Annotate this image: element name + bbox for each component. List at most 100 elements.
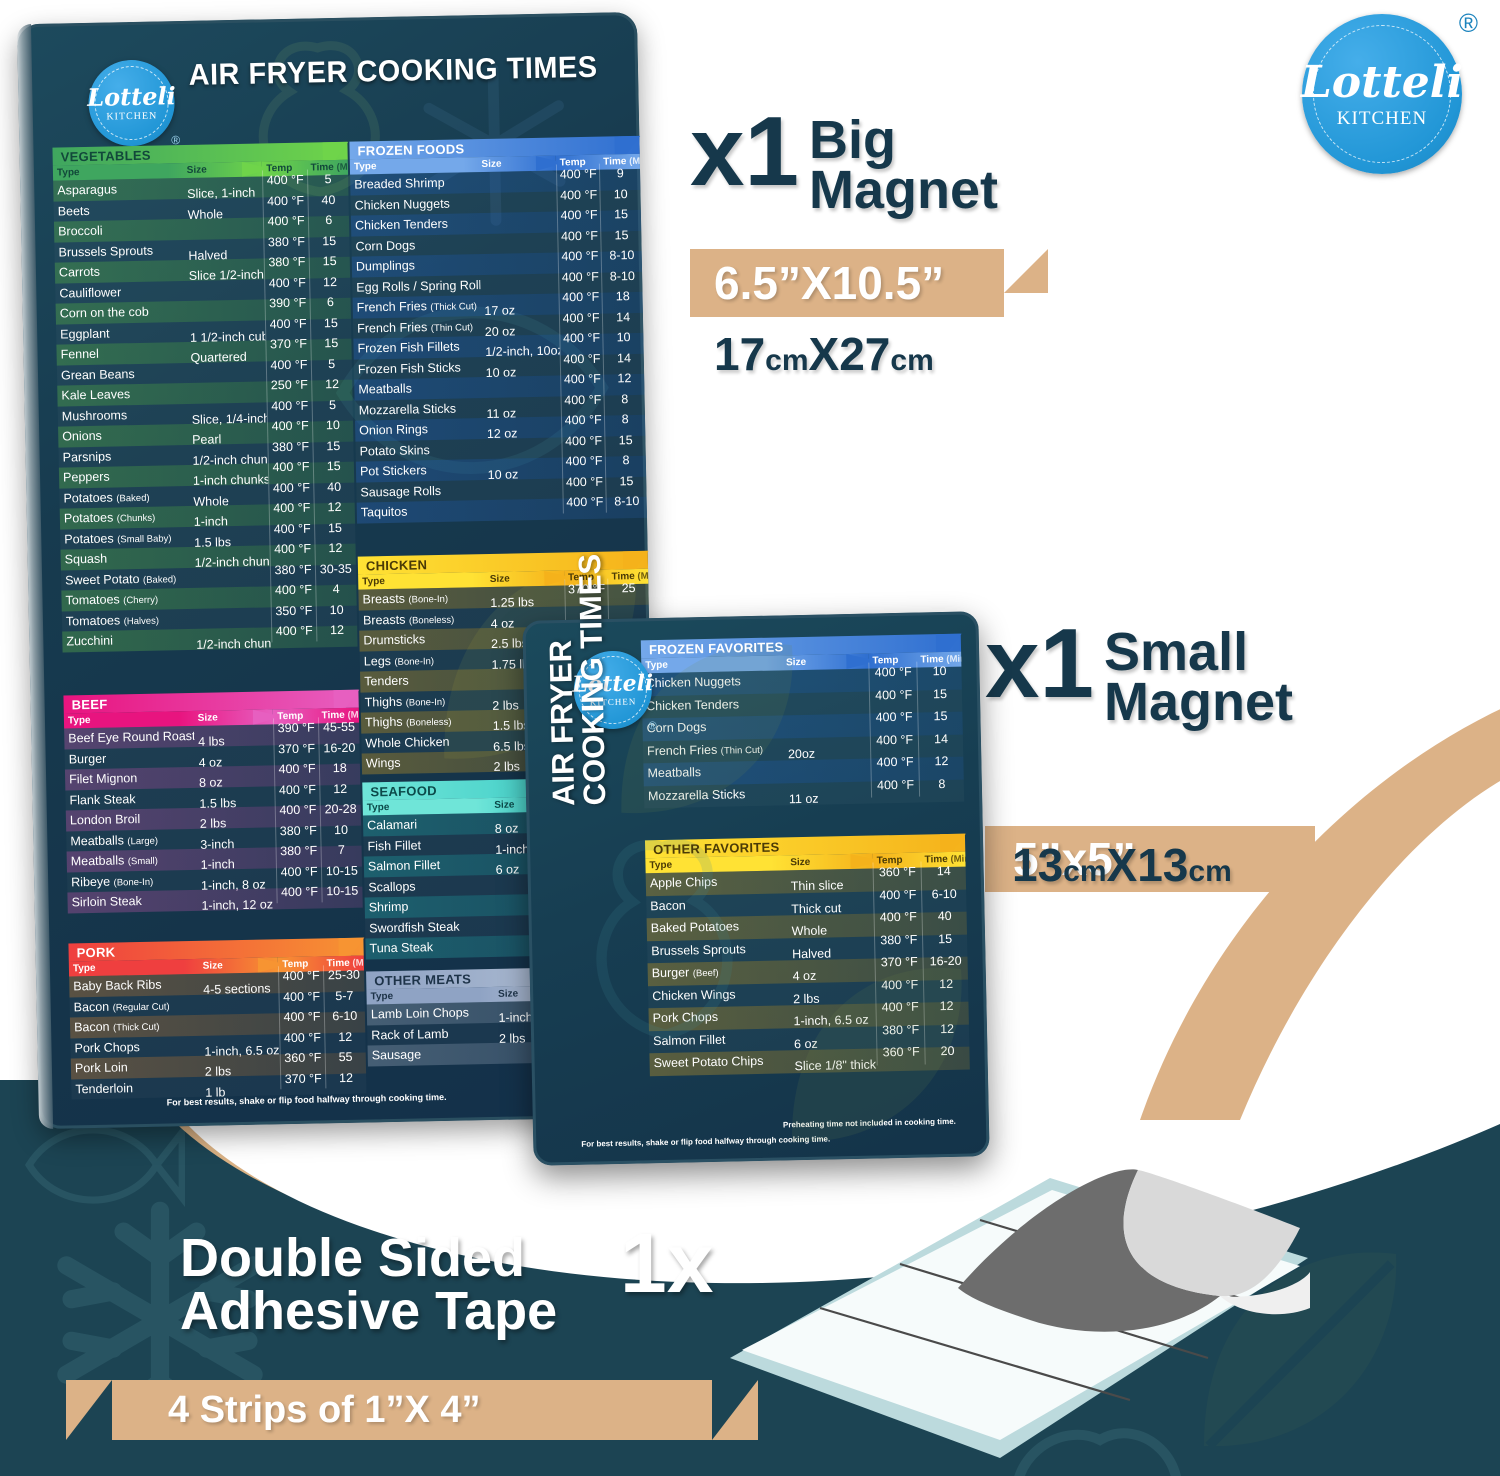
table-header-row: Type Size Temp Time (Mins) [63,707,360,729]
cell-temp: 400 °F [266,395,312,417]
column-header-time: Time (Mins) [924,853,966,866]
cell-temp: 400 °F [557,245,602,268]
cell-time: 12 [314,537,356,559]
small-magnet-metric-b-unit: cm [1188,855,1232,888]
cell-time: 10 [599,183,641,205]
small-magnet-size-inches: 5”x5” [1013,833,1136,885]
cell-type: Filet Mignon [68,771,138,787]
section-header: CHICKEN [357,550,649,575]
table-header-row: Type Size Temp Time (Mins) [68,955,365,977]
cell-temp: 400 °F [268,497,314,519]
cell-type: Potatoes (Chunks) [63,510,156,526]
cell-type: Bacon (Regular Cut) [73,999,170,1014]
cell-type: Wings [365,755,401,771]
column-header-temp: Temp [277,710,304,723]
cell-temp: 400 °F [873,906,923,931]
cell-time: 12 [308,271,351,293]
cell-time: 15 [307,230,350,252]
cell-type: Beef Eye Round Roast [68,728,195,746]
cell-type: Zucchini [66,633,114,649]
cell-time: 16-20 [318,737,360,759]
big-magnet-card[interactable]: Lotteli KITCHEN ® AIR FRYER COOKING TIME… [16,11,660,1130]
cell-temp: 400 °F [873,884,922,908]
small-magnet-card[interactable]: Lotteli KITCHEN ® AIR FRYER COOKING TIME… [522,554,990,1166]
section-header-label: OTHER MEATS [374,971,472,989]
cell-type: Corn on the cob [59,304,149,321]
cell-type: Eggplant [60,326,110,342]
cell-type: Fish Fillet [367,837,422,853]
leaf-decor-icon [1204,1252,1397,1450]
cell-time: 8-10 [601,265,643,287]
cell-type: Thighs (Boneless) [364,714,452,730]
column-header-type: Type [67,714,91,727]
cell-time: 12 [310,373,353,396]
table-chicken: CHICKEN Type Size Temp Time (Mins) Breasts (B… [357,550,653,775]
cell-temp: 400 °F [557,225,601,247]
column-header-size: Size [197,712,218,724]
column-header-size: Size [790,856,811,869]
cell-time: 10 [315,599,357,621]
cell-type: Calamari [366,817,418,833]
cell-type: Potatoes (Baked) [63,489,150,505]
table-header-row: Type Size Temp Time (Mins) [349,153,640,175]
section-header-label: PORK [76,944,116,961]
cell-time: 40 [307,189,349,211]
cell-type: Ribeye (Bone-In) [71,874,154,889]
cell-time: 15 [604,429,646,451]
cell-type: Asparagus [57,182,118,198]
cell-size: 1/2-inch chunks [196,636,273,652]
cell-type: Baby Back Ribs [73,977,162,994]
cell-type: Peppers [62,469,110,485]
cell-time: 10 [311,414,354,436]
adhesive-tape-illustration [730,1169,1310,1458]
cell-type: Sweet Potato (Baked) [64,571,177,587]
cell-type: Scallops [368,879,416,894]
cell-time: 7 [320,839,362,861]
section-header-label: VEGETABLES [60,147,151,165]
cell-type: Corn Dogs [355,237,416,254]
cell-time: 15 [309,312,352,334]
cell-temp: 400 °F [556,184,601,206]
section-header: PORK [68,937,365,962]
big-magnet-label-line1: Big [809,110,897,170]
cell-temp: 380 °F [263,231,309,253]
table-header-row: Type Size Temp Time (Mins) [641,651,962,674]
cell-time: 20-28 [319,798,361,820]
cell-temp: 380 °F [275,819,321,842]
cell-temp: 400 °F [264,272,310,294]
table-body: Beef Eye Round Roast 4 lbs 390 °F 45-55 Burg… [64,716,363,913]
cell-type: Egg Rolls / Spring Rolls [356,277,481,295]
column-header-type: Type [56,167,80,179]
section-header-label: SEAFOOD [370,783,437,800]
small-magnet-size-ribbon: 5”x5” [985,826,1359,892]
table-other-favorites: OTHER FAVORITES Type Size Temp Time (Mins) Ap… [644,833,970,1076]
big-magnet-callout: x1 Big Magnet [690,102,999,220]
onion-decor-icon [596,839,733,1040]
cell-type: Tomatoes (Cherry) [65,592,159,608]
cell-temp: 400 °F [560,409,605,431]
magnet-logo-script: Lotteli [86,80,176,112]
big-magnet-label-line2: Magnet [809,159,999,220]
cell-type: Sirloin Steak [71,894,142,910]
table-body: Asparagus Slice, 1-inch 400 °F 5 Beets Whole 4… [53,168,358,653]
cell-temp: 400 °F [561,471,606,493]
tape-count: 1x [620,1216,714,1310]
cell-temp: 400 °F [556,204,601,227]
cell-time: 55 [324,1046,366,1068]
column-header-size: Size [186,164,207,176]
cell-temp: 400 °F [269,517,315,540]
column-header-size: Size [785,656,807,669]
cell-type: Onion Rings [359,422,429,438]
small-magnet-metric-b: 13 [1137,839,1189,891]
cell-temp: 400 °F [274,778,320,801]
cell-type: Tenders [364,673,409,689]
section-header: VEGETABLES [52,141,349,166]
cell-type: Flank Steak [69,791,136,807]
section-header: OTHER FAVORITES [644,833,966,859]
onion-decor-icon [258,41,380,197]
cell-temp: 400 °F [267,415,312,437]
cell-type: Frozen Fish Fillets [357,339,460,356]
cell-type: Swordfish Steak [369,919,460,935]
cell-type: Sausage [371,1047,422,1063]
